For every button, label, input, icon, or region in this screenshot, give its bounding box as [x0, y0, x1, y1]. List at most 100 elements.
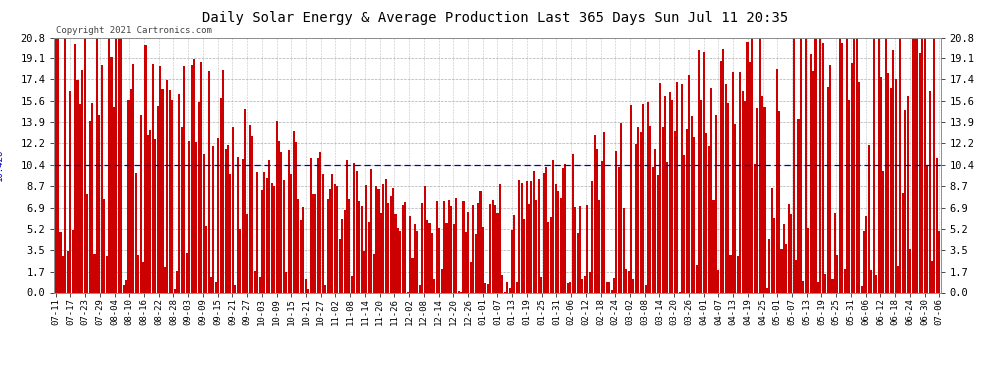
Bar	[439, 228, 441, 292]
Bar	[484, 283, 486, 292]
Bar	[676, 82, 678, 292]
Bar	[447, 200, 450, 292]
Bar	[608, 282, 610, 292]
Bar	[775, 69, 778, 292]
Bar	[567, 283, 569, 292]
Bar	[489, 204, 491, 292]
Bar	[414, 224, 416, 292]
Bar	[509, 288, 511, 292]
Bar	[251, 136, 253, 292]
Bar	[758, 38, 760, 292]
Bar	[802, 281, 805, 292]
Bar	[571, 154, 574, 292]
Bar	[222, 70, 224, 292]
Bar	[96, 38, 98, 292]
Bar	[76, 80, 78, 292]
Bar	[429, 222, 431, 292]
Bar	[375, 186, 377, 292]
Bar	[472, 204, 474, 292]
Bar	[455, 198, 457, 292]
Bar	[300, 220, 302, 292]
Bar	[919, 53, 921, 292]
Bar	[469, 262, 472, 292]
Bar	[909, 249, 911, 292]
Bar	[666, 162, 668, 292]
Bar	[302, 207, 304, 292]
Bar	[64, 38, 66, 292]
Bar	[756, 108, 758, 292]
Bar	[86, 194, 88, 292]
Bar	[188, 141, 190, 292]
Bar	[618, 167, 620, 292]
Bar	[858, 82, 860, 292]
Bar	[827, 87, 829, 292]
Bar	[147, 135, 148, 292]
Bar	[926, 165, 929, 292]
Bar	[496, 213, 499, 292]
Bar	[145, 45, 147, 292]
Bar	[467, 212, 469, 292]
Bar	[424, 186, 426, 292]
Bar	[630, 105, 632, 292]
Bar	[611, 290, 613, 292]
Bar	[452, 225, 454, 292]
Bar	[89, 121, 91, 292]
Bar	[315, 194, 317, 292]
Bar	[785, 243, 787, 292]
Bar	[319, 152, 322, 292]
Bar	[270, 183, 273, 292]
Bar	[514, 215, 516, 292]
Bar	[120, 38, 122, 292]
Bar	[499, 184, 501, 292]
Bar	[492, 200, 494, 292]
Bar	[773, 218, 775, 292]
Bar	[705, 134, 707, 292]
Bar	[778, 111, 780, 292]
Bar	[516, 282, 518, 292]
Bar	[329, 189, 331, 292]
Bar	[870, 270, 872, 292]
Bar	[74, 44, 76, 292]
Bar	[263, 172, 265, 292]
Bar	[559, 198, 561, 292]
Bar	[142, 262, 145, 292]
Bar	[173, 289, 175, 292]
Bar	[266, 177, 268, 292]
Bar	[810, 54, 812, 292]
Bar	[353, 163, 355, 292]
Bar	[106, 256, 108, 292]
Bar	[853, 38, 855, 292]
Bar	[161, 89, 163, 292]
Bar	[691, 116, 693, 292]
Bar	[834, 213, 836, 292]
Bar	[390, 196, 392, 292]
Bar	[409, 216, 411, 292]
Bar	[441, 269, 443, 292]
Bar	[807, 228, 809, 292]
Bar	[237, 157, 239, 292]
Bar	[337, 186, 339, 292]
Bar	[487, 284, 489, 292]
Bar	[569, 282, 571, 292]
Bar	[887, 73, 889, 292]
Bar	[708, 146, 710, 292]
Bar	[93, 254, 96, 292]
Bar	[549, 217, 551, 292]
Bar	[562, 168, 564, 292]
Bar	[220, 98, 222, 292]
Bar	[839, 38, 841, 292]
Bar	[404, 202, 406, 292]
Bar	[273, 186, 275, 292]
Bar	[412, 258, 414, 292]
Bar	[899, 38, 902, 292]
Bar	[62, 256, 64, 292]
Bar	[541, 277, 543, 292]
Bar	[501, 275, 503, 292]
Bar	[521, 183, 523, 292]
Bar	[681, 84, 683, 292]
Bar	[922, 38, 924, 292]
Bar	[625, 269, 628, 292]
Bar	[654, 149, 656, 292]
Text: Copyright 2021 Cartronics.com: Copyright 2021 Cartronics.com	[56, 26, 212, 35]
Bar	[783, 224, 785, 292]
